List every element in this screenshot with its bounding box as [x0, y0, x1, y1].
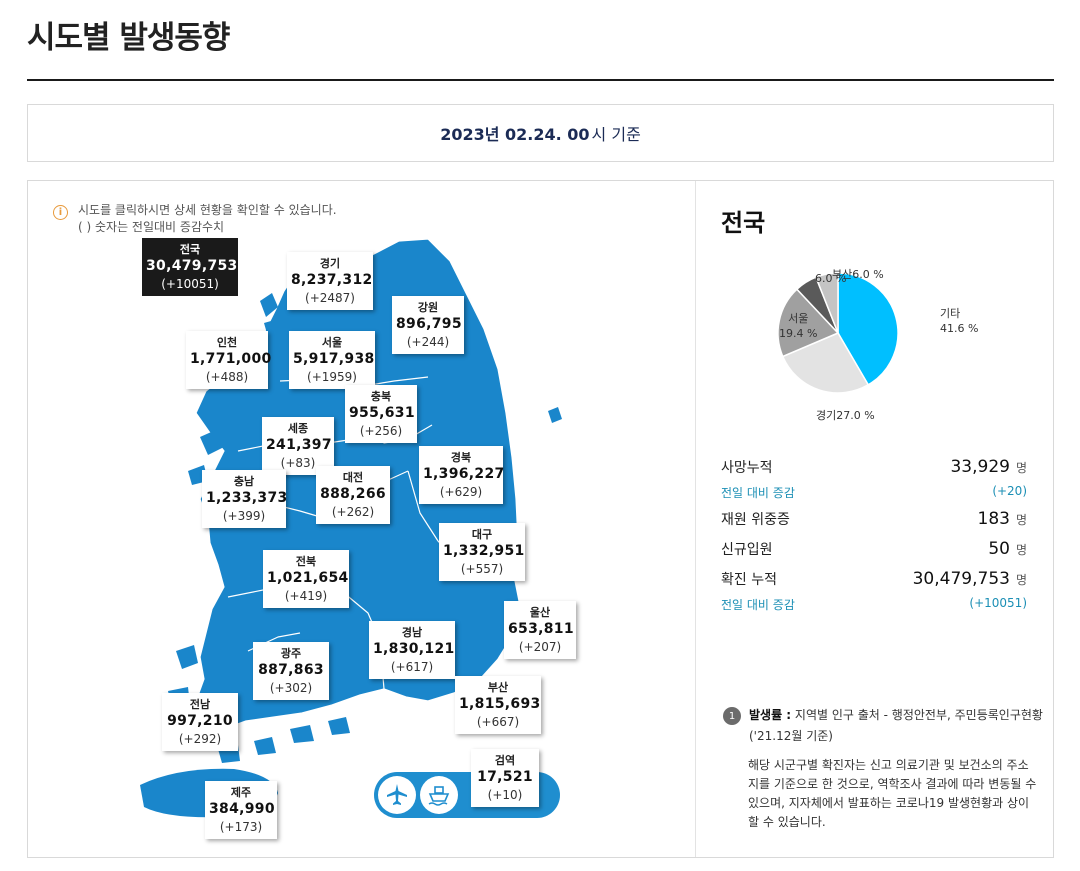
- region-label-quarantine[interactable]: 검역 17,521 (+10): [471, 749, 539, 807]
- pie-label-gyeonggi: 경기27.0 %: [816, 409, 875, 422]
- pie-label-etc: 기타 41.6 %: [940, 307, 979, 335]
- pie-label-seoul: 서울 19.4 %: [779, 312, 818, 340]
- pie-slice-4: [814, 272, 839, 334]
- pie-slice-2: [777, 288, 840, 358]
- region-label-sejong[interactable]: 세종 241,397 (+83): [262, 417, 334, 475]
- region-label-gangwon[interactable]: 강원 896,795 (+244): [392, 296, 464, 354]
- stat-confirmed-delta: 전일 대비 증감 (+10051): [721, 596, 1027, 612]
- region-label-gyeongnam[interactable]: 경남 1,830,121 (+617): [369, 621, 455, 679]
- region-label-busan[interactable]: 부산 1,815,693 (+667): [455, 676, 541, 734]
- region-label-nation[interactable]: 전국 30,479,753 (+10051): [142, 238, 238, 296]
- region-label-gyeonggi[interactable]: 경기 8,237,312 (+2487): [287, 252, 373, 310]
- pie-slice-0: [837, 272, 899, 386]
- note-number-badge: 1: [723, 707, 741, 725]
- region-label-gwangju[interactable]: 광주 887,863 (+302): [253, 642, 329, 700]
- region-label-jeonbuk[interactable]: 전북 1,021,654 (+419): [263, 550, 349, 608]
- region-label-daegu[interactable]: 대구 1,332,951 (+557): [439, 523, 525, 581]
- info-notice: i 시도를 클릭하시면 상세 현황을 확인할 수 있습니다. ( ) 숫자는 전…: [53, 202, 337, 236]
- stat-deaths: 사망누적 33,929 명: [721, 457, 1027, 477]
- region-label-daejeon[interactable]: 대전 888,266 (+262): [316, 466, 390, 524]
- ship-icon[interactable]: [420, 776, 458, 814]
- stat-deaths-delta: 전일 대비 증감 (+20): [721, 484, 1027, 500]
- region-label-chungbuk[interactable]: 충북 955,631 (+256): [345, 385, 417, 443]
- pie-label-busan: 부산6.0 %: [832, 268, 884, 281]
- region-label-seoul[interactable]: 서울 5,917,938 (+1959): [289, 331, 375, 389]
- info-line-2: ( ) 숫자는 전일대비 증감수치: [78, 220, 225, 234]
- page-title: 시도별 발생동향: [27, 20, 230, 56]
- info-icon: i: [53, 205, 68, 220]
- stat-confirmed: 확진 누적 30,479,753 명: [721, 569, 1027, 589]
- region-label-jeonnam[interactable]: 전남 997,210 (+292): [162, 693, 238, 751]
- region-label-gyeongbuk[interactable]: 경북 1,396,227 (+629): [419, 446, 504, 504]
- region-label-chungnam[interactable]: 충남 1,233,373 (+399): [202, 470, 287, 528]
- note-disclaimer: 해당 시군구별 확진자는 신고 의료기관 및 보건소의 주소지를 기준으로 한 …: [748, 758, 1037, 829]
- stat-admissions: 신규입원 50 명: [721, 539, 1027, 559]
- pie-label-unnamed: 6.0 %: [815, 272, 847, 285]
- airplane-icon[interactable]: [378, 776, 416, 814]
- region-label-ulsan[interactable]: 울산 653,811 (+207): [504, 601, 576, 659]
- date-value: 2023년 02.24. 00: [440, 125, 590, 144]
- note-source: 발생률 : 지역별 인구 출처 - 행정안전부, 주민등록인구현황 ('21.1…: [749, 708, 1043, 743]
- main-panel: i 시도를 클릭하시면 상세 현황을 확인할 수 있습니다. ( ) 숫자는 전…: [27, 180, 1054, 858]
- date-suffix: 시 기준: [591, 125, 641, 144]
- stat-severe: 재원 위중증 183 명: [721, 509, 1027, 529]
- summary-title: 전국: [721, 209, 766, 237]
- date-banner: 2023년 02.24. 00 시 기준: [27, 104, 1054, 162]
- info-line-1: 시도를 클릭하시면 상세 현황을 확인할 수 있습니다.: [78, 203, 337, 217]
- summary-pie-chart: [777, 272, 899, 394]
- panel-divider: [695, 181, 696, 857]
- region-label-incheon[interactable]: 인천 1,771,000 (+488): [186, 331, 271, 389]
- title-divider: [27, 79, 1054, 81]
- region-label-jeju[interactable]: 제주 384,990 (+173): [205, 781, 277, 839]
